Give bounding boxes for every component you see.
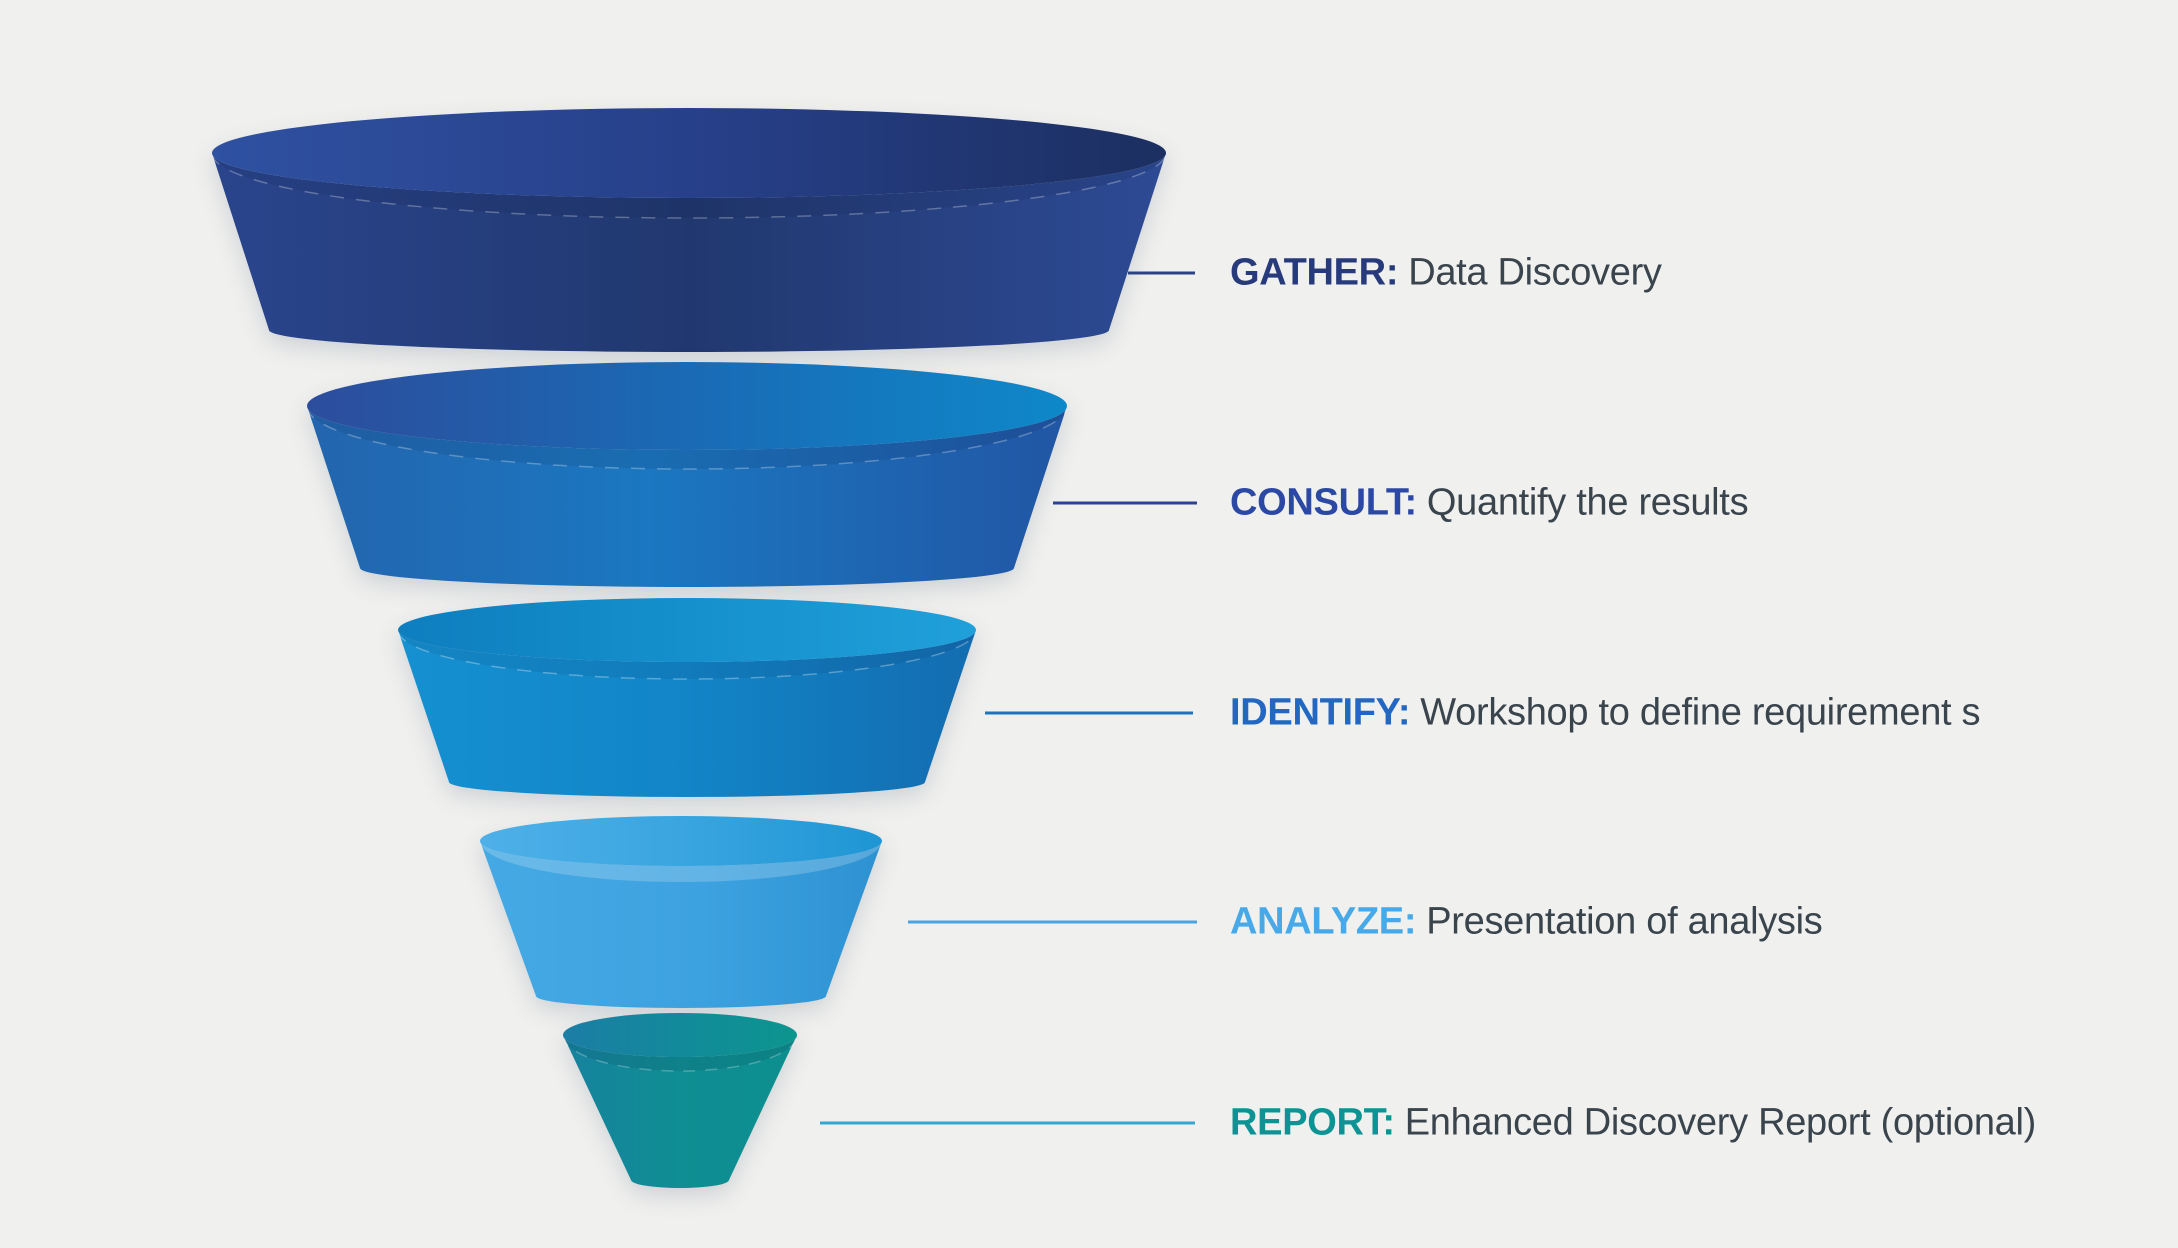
stage-label-consult: CONSULT: Quantify the results [1230, 479, 1749, 527]
funnel-stage-consult-top [307, 362, 1067, 450]
funnel-stage-identify-body [398, 630, 976, 797]
stage-description: Data Discovery [1408, 251, 1662, 294]
funnel-stage-consult-body [307, 406, 1067, 587]
stage-keyword: IDENTIFY: [1230, 691, 1411, 734]
funnel-stage-analyze-lip [480, 841, 882, 882]
funnel-stage-analyze-top [480, 816, 882, 866]
funnel-stage-identify [397, 598, 977, 797]
funnel-stage-gather [211, 108, 1167, 352]
stage-label-analyze: ANALYZE: Presentation of analysis [1230, 898, 1823, 946]
stage-keyword: GATHER: [1230, 251, 1399, 294]
funnel-stage-identify-lip-seam [397, 629, 977, 680]
funnel-stage-consult-lip [307, 406, 1067, 469]
funnel-stage-report-body [563, 1035, 797, 1188]
funnel-stage-gather-lip [212, 153, 1166, 218]
funnel-stage-identify-top [398, 598, 976, 662]
funnel-stage-report [562, 1013, 798, 1188]
funnel-stage-consult [306, 362, 1068, 587]
funnel-stage-report-top [563, 1013, 797, 1057]
funnel-stage-gather-lip-seam [211, 152, 1167, 219]
funnel-stage-gather-body [212, 153, 1166, 352]
stage-keyword: ANALYZE: [1230, 900, 1417, 943]
stage-description: Enhanced Discovery Report (optional) [1404, 1101, 2037, 1144]
stage-label-report: REPORT: Enhanced Discovery Report (option… [1230, 1099, 2036, 1147]
funnel-stage-analyze-body [480, 841, 882, 1008]
stage-description: Quantify the results [1426, 481, 1749, 524]
stage-keyword: CONSULT: [1230, 481, 1417, 524]
stage-description: Presentation of analysis [1426, 900, 1823, 943]
funnel-stage-consult-lip-seam [306, 405, 1068, 470]
funnel-stage-report-lip [563, 1035, 797, 1071]
stage-description: Workshop to define requirement s [1420, 691, 1981, 734]
funnel-stage-analyze [480, 816, 882, 1008]
funnel-stage-gather-top [212, 108, 1166, 198]
stage-label-identify: IDENTIFY: Workshop to define requirement … [1230, 689, 1981, 737]
stage-label-gather: GATHER: Data Discovery [1230, 249, 1662, 297]
funnel-stage-identify-lip [398, 630, 976, 679]
stage-keyword: REPORT: [1230, 1101, 1395, 1144]
